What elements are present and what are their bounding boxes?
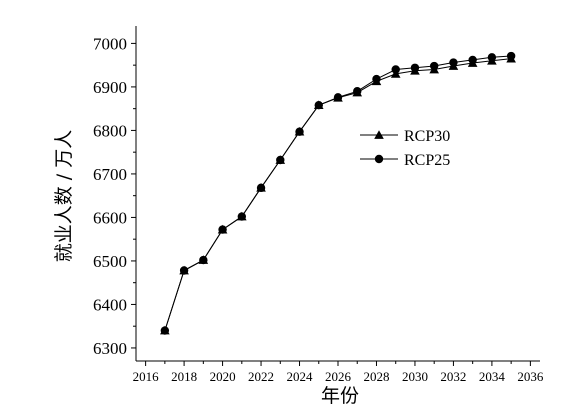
x-tick-label: 2022 [248, 369, 274, 384]
x-tick-label: 2030 [402, 369, 428, 384]
axes [135, 26, 540, 362]
y-tick-label: 7000 [93, 34, 127, 53]
legend-marker-rcp30 [374, 130, 384, 139]
data-point-rcp25 [160, 326, 170, 335]
x-tick-label: 2032 [440, 369, 466, 384]
data-point-rcp25 [372, 74, 381, 84]
legend-label-rcp25: RCP25 [404, 152, 450, 169]
data-point-rcp25 [449, 58, 458, 67]
data-point-rcp25 [353, 87, 362, 96]
x-tick-label: 2026 [325, 369, 352, 384]
y-axis-title: 就业人数 / 万人 [53, 130, 75, 262]
data-point-rcp25 [218, 225, 227, 234]
y-tick-label: 6400 [93, 295, 127, 314]
x-tick-label: 2016 [133, 369, 160, 384]
data-point-rcp25 [487, 53, 497, 62]
x-tick-label: 2028 [363, 369, 389, 384]
data-point-rcp25 [391, 65, 400, 74]
legend: RCP30 RCP25 [360, 128, 450, 169]
series-markers [160, 51, 516, 335]
legend-label-rcp30: RCP30 [404, 128, 450, 145]
x-tick-label: 2036 [517, 369, 544, 384]
y-tick-label: 6900 [93, 78, 127, 97]
data-point-rcp25 [237, 212, 247, 221]
x-tick-label: 2020 [210, 369, 236, 384]
x-axis-title: 年份 [321, 385, 359, 407]
data-point-rcp25 [256, 183, 266, 193]
y-tick-label: 6300 [93, 339, 127, 358]
y-tick-label: 6700 [93, 165, 127, 184]
data-point-rcp25 [199, 255, 208, 265]
data-point-rcp25 [468, 55, 477, 65]
data-point-rcp25 [506, 51, 516, 61]
data-point-rcp25 [410, 63, 420, 72]
data-point-rcp25 [295, 127, 304, 136]
data-point-rcp25 [429, 61, 439, 71]
x-tick-label: 2024 [287, 369, 314, 384]
y-tick-label: 6800 [93, 121, 127, 140]
data-point-rcp25 [314, 100, 323, 110]
data-point-rcp25 [179, 266, 189, 275]
ticks: 6300 6400 6500 6600 6700 6800 6900 7000 2016 2018… [93, 34, 544, 384]
y-tick-label: 6600 [93, 208, 127, 227]
data-point-rcp25 [333, 93, 343, 102]
y-tick-label: 6500 [93, 252, 127, 271]
data-point-rcp25 [276, 155, 285, 165]
x-tick-label: 2034 [479, 369, 506, 384]
legend-marker-rcp25 [374, 154, 384, 164]
x-tick-label: 2018 [171, 369, 197, 384]
